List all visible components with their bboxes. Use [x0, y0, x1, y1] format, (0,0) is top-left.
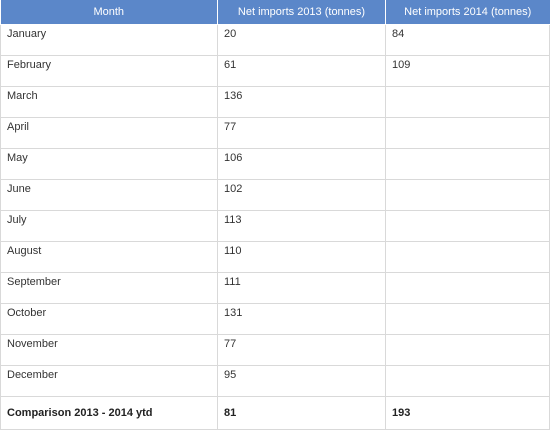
- table-row: August 110: [0, 241, 550, 273]
- month-cell: May: [0, 148, 218, 180]
- imports-2013-cell: 136: [217, 86, 386, 118]
- comparison-row: Comparison 2013 - 2014 ytd 81 193: [0, 396, 550, 430]
- imports-2014-cell: [385, 179, 550, 211]
- imports-2013-cell: 111: [217, 272, 386, 304]
- comparison-2014-cell: 193: [385, 396, 550, 430]
- table-row: July 113: [0, 210, 550, 242]
- month-cell: October: [0, 303, 218, 335]
- table-row: April 77: [0, 117, 550, 149]
- month-cell: February: [0, 55, 218, 87]
- table-row: February 61 109: [0, 55, 550, 87]
- comparison-2013-cell: 81: [217, 396, 386, 430]
- imports-2013-cell: 61: [217, 55, 386, 87]
- month-cell: August: [0, 241, 218, 273]
- comparison-label: Comparison 2013 - 2014 ytd: [0, 396, 218, 430]
- header-month: Month: [0, 0, 218, 25]
- imports-2014-cell: [385, 210, 550, 242]
- month-cell: November: [0, 334, 218, 366]
- table-row: January 20 84: [0, 24, 550, 56]
- table-row: May 106: [0, 148, 550, 180]
- imports-2014-cell: 84: [385, 24, 550, 56]
- imports-2014-cell: 109: [385, 55, 550, 87]
- imports-2013-cell: 77: [217, 117, 386, 149]
- imports-2014-cell: [385, 117, 550, 149]
- month-cell: December: [0, 365, 218, 397]
- table-row: September 111: [0, 272, 550, 304]
- month-cell: January: [0, 24, 218, 56]
- imports-2014-cell: [385, 365, 550, 397]
- imports-2014-cell: [385, 334, 550, 366]
- imports-2013-cell: 131: [217, 303, 386, 335]
- table-row: November 77: [0, 334, 550, 366]
- imports-2014-cell: [385, 303, 550, 335]
- header-net-imports-2014: Net imports 2014 (tonnes): [385, 0, 550, 25]
- month-cell: July: [0, 210, 218, 242]
- header-row: Month Net imports 2013 (tonnes) Net impo…: [0, 0, 550, 25]
- imports-2013-cell: 77: [217, 334, 386, 366]
- table-row: March 136: [0, 86, 550, 118]
- imports-2013-cell: 106: [217, 148, 386, 180]
- month-cell: April: [0, 117, 218, 149]
- imports-2013-cell: 102: [217, 179, 386, 211]
- month-cell: March: [0, 86, 218, 118]
- header-net-imports-2013: Net imports 2013 (tonnes): [217, 0, 386, 25]
- imports-2013-cell: 113: [217, 210, 386, 242]
- table-row: June 102: [0, 179, 550, 211]
- table-row: December 95: [0, 365, 550, 397]
- month-cell: June: [0, 179, 218, 211]
- imports-2014-cell: [385, 272, 550, 304]
- month-cell: September: [0, 272, 218, 304]
- imports-2013-cell: 110: [217, 241, 386, 273]
- imports-2014-cell: [385, 148, 550, 180]
- imports-2014-cell: [385, 241, 550, 273]
- imports-2013-cell: 20: [217, 24, 386, 56]
- imports-2014-cell: [385, 86, 550, 118]
- imports-2013-cell: 95: [217, 365, 386, 397]
- table-row: October 131: [0, 303, 550, 335]
